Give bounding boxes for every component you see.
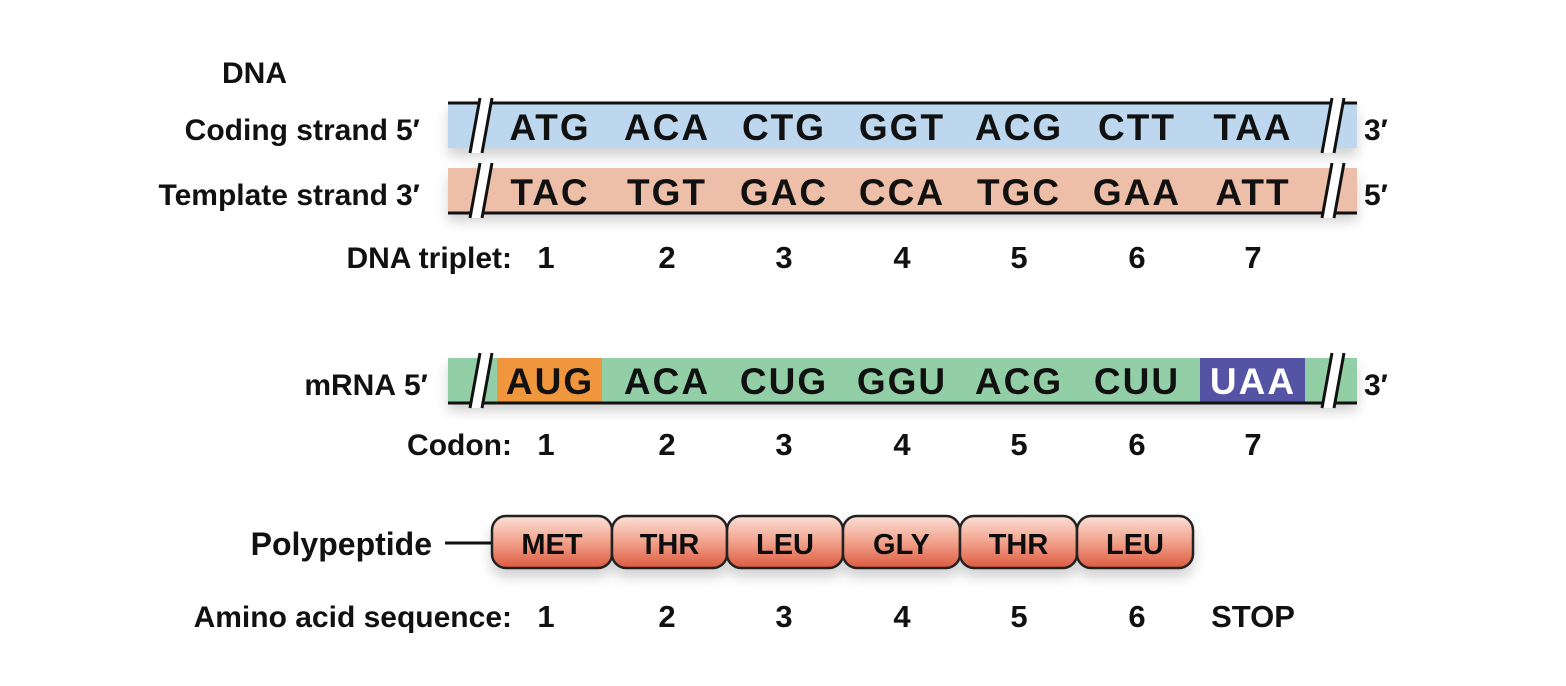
amino-acid-label: LEU [1106,529,1164,561]
dna-codon: TAC [510,172,589,213]
mrna-strand: AUG ACA CUG GGU ACG CUU UAA [448,358,1357,405]
amino-acid-sequence-label: Amino acid sequence: [194,601,512,634]
mrna-codon: AUG [506,361,594,402]
mrna-codon: CUG [740,361,828,402]
amino-acid-label: THR [989,529,1049,561]
amino-acid-number: 4 [893,599,911,634]
break-mark-icon [1322,353,1344,408]
dna-codon: ACG [975,107,1063,148]
mrna-5-end: 5′ [404,369,428,402]
coding-strand: ATG ACA CTG GGT ACG CTT TAA [448,101,1357,148]
dna-title: DNA [222,57,287,90]
template-strand: TAC TGT GAC CCA TGC GAA ATT [448,168,1357,215]
break-mark-icon [1322,163,1344,218]
codon-number: 5 [1010,427,1027,462]
dna-codon: GAA [1093,172,1181,213]
coding-strand-label: Coding strand [185,114,388,147]
triplet-number: 1 [537,240,554,275]
mrna-3-end: 3′ [1364,369,1388,402]
coding-strand-5-end: 5′ [396,114,420,147]
break-mark-stroke [480,352,494,409]
dna-codon: ACA [624,107,710,148]
triplet-number: 3 [775,240,792,275]
triplet-number: 5 [1010,240,1027,275]
dna-codon: GAC [740,172,828,213]
amino-acid-label: GLY [873,529,930,561]
break-mark-stroke [480,97,494,154]
amino-acid-number: 1 [537,599,554,634]
break-mark-stroke [468,97,482,154]
dna-codon: ATT [1215,172,1290,213]
break-mark-stroke [1332,162,1346,219]
codon-label: Codon: [407,429,512,462]
mrna-codon: CUU [1094,361,1180,402]
break-mark-icon [470,353,492,408]
dna-codon: TGC [977,172,1061,213]
amino-acid-bead: LEU [1075,514,1195,570]
break-mark-stroke [480,162,494,219]
amino-acid-bead: MET [490,514,614,570]
dna-codon: CTG [742,107,826,148]
codon-number: 4 [893,427,911,462]
amino-acid-label: MET [521,529,583,561]
mrna-sequence: AUG ACA CUG GGU ACG CUU UAA [506,361,1296,402]
break-mark-stroke [1320,162,1334,219]
break-mark-stroke [468,352,482,409]
amino-acid-label: THR [640,529,700,561]
dna-triplet-label: DNA triplet: [346,242,512,275]
template-strand-5-end: 5′ [1364,179,1388,212]
template-strand-label: Template strand [159,179,389,212]
amino-acid-number: STOP [1211,599,1295,634]
mrna-codon: ACA [624,361,710,402]
dna-codon: CCA [859,172,945,213]
amino-acid-number: 3 [775,599,792,634]
mrna-label: mRNA [304,369,396,402]
dna-codon: CTT [1098,107,1176,148]
break-mark-stroke [1332,352,1346,409]
template-strand-sequence: TAC TGT GAC CCA TGC GAA ATT [510,172,1290,213]
amino-acid-bead: THR [958,514,1079,570]
break-mark-stroke [468,162,482,219]
triplet-number: 7 [1244,240,1261,275]
amino-acid-number: 6 [1128,599,1145,634]
amino-acid-bead: THR [610,514,729,570]
codon-number: 7 [1244,427,1261,462]
mrna-codon: ACG [975,361,1063,402]
coding-strand-3-end: 3′ [1364,114,1388,147]
coding-strand-sequence: ATG ACA CTG GGT ACG CTT TAA [509,107,1292,148]
codon-number: 1 [537,427,554,462]
amino-acid-label: LEU [756,529,814,561]
strand-break-marks [468,97,1346,409]
amino-acid-bead: LEU [725,514,845,570]
dna-codon: ATG [509,107,590,148]
polypeptide-chain: MET THR LEU GLY THR LEU [490,514,1195,570]
amino-acid-sequence-numbers: 1 2 3 4 5 6 STOP [537,599,1295,634]
break-mark-stroke [1332,97,1346,154]
amino-acid-bead: GLY [841,514,962,570]
dna-codon: TAA [1213,107,1292,148]
break-mark-icon [1322,98,1344,153]
break-mark-stroke [1320,352,1334,409]
dna-triplet-numbers: 1 2 3 4 5 6 7 [537,240,1261,275]
amino-acid-number: 5 [1010,599,1027,634]
codon-number: 3 [775,427,792,462]
triplet-number: 2 [658,240,675,275]
break-mark-icon [470,98,492,153]
codon-numbers: 1 2 3 4 5 6 7 [537,427,1261,462]
amino-acid-number: 2 [658,599,675,634]
dna-codon: GGT [859,107,945,148]
break-mark-icon [470,163,492,218]
mrna-codon: GGU [857,361,947,402]
triplet-number: 6 [1128,240,1145,275]
template-strand-3-end: 3′ [396,179,420,212]
polypeptide-label: Polypeptide [251,526,432,562]
triplet-number: 4 [893,240,911,275]
codon-number: 2 [658,427,675,462]
break-mark-stroke [1320,97,1334,154]
dna-codon: TGT [627,172,707,213]
codon-number: 6 [1128,427,1145,462]
mrna-codon: UAA [1210,361,1296,402]
